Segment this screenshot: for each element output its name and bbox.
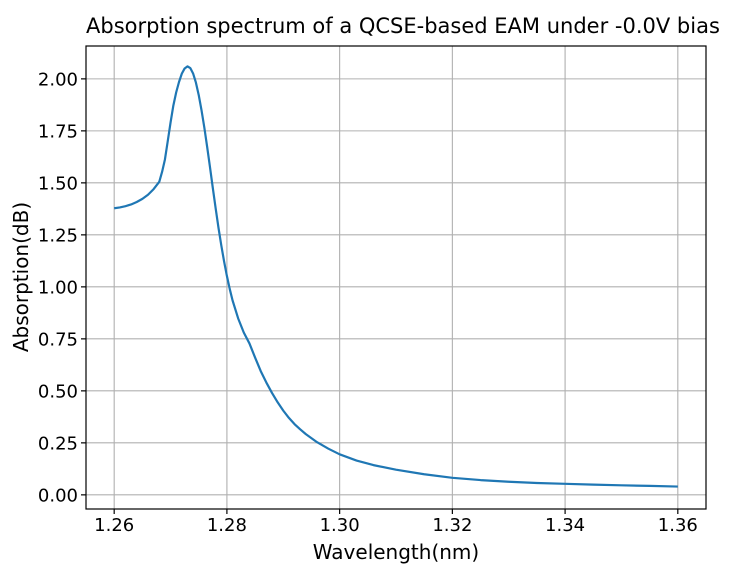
x-tick-label: 1.26 bbox=[94, 515, 134, 536]
y-tick-label: 1.00 bbox=[38, 277, 78, 298]
y-tick-label: 0.25 bbox=[38, 433, 78, 454]
y-tick-label: 1.75 bbox=[38, 121, 78, 142]
y-axis-label: Absorption(dB) bbox=[9, 201, 33, 353]
y-tick-label: 1.25 bbox=[38, 225, 78, 246]
x-axis-label: Wavelength(nm) bbox=[312, 540, 480, 564]
chart-title: Absorption spectrum of a QCSE-based EAM … bbox=[86, 14, 720, 38]
y-tick-label: 0.50 bbox=[38, 381, 78, 402]
x-tick-label: 1.36 bbox=[658, 515, 698, 536]
absorption-curve bbox=[114, 65, 678, 488]
y-tick-label: 0.00 bbox=[38, 485, 78, 506]
y-tick-label: 1.50 bbox=[38, 173, 78, 194]
axes-border bbox=[85, 45, 707, 510]
x-tick-label: 1.28 bbox=[207, 515, 247, 536]
x-tick-label: 1.30 bbox=[320, 515, 360, 536]
y-tick-label: 0.75 bbox=[38, 329, 78, 350]
x-tick-label: 1.32 bbox=[432, 515, 472, 536]
y-tick-label: 2.00 bbox=[38, 69, 78, 90]
x-tick-label: 1.34 bbox=[545, 515, 585, 536]
